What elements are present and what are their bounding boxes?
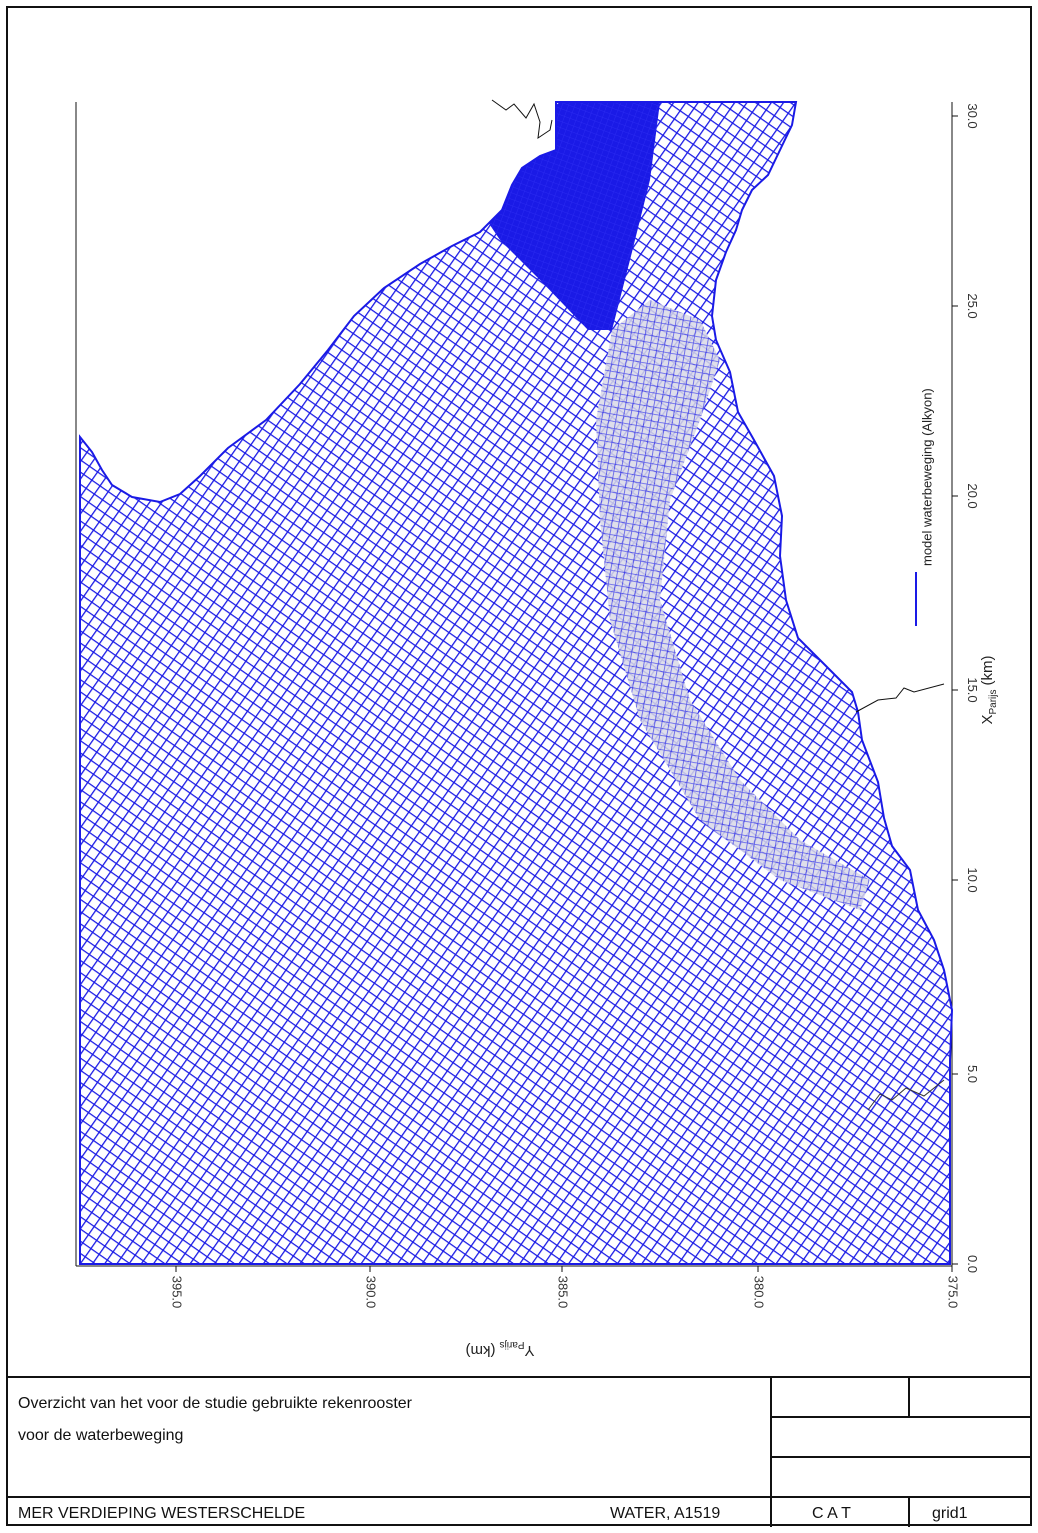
svg-text:30.0: 30.0 [965,103,980,128]
computational-grid [80,102,952,1264]
coastline-fragment-east [855,683,945,713]
y-tick-2: 385.0 [556,1266,571,1308]
svg-text:20.0: 20.0 [965,483,980,508]
x-tick-4: 20.0 [952,483,980,509]
svg-text:375.0: 375.0 [946,1276,961,1309]
legend: model waterbeweging (Alkyon) [915,388,935,626]
svg-text:390.0: 390.0 [364,1276,379,1309]
x-tick-2: 10.0 [952,867,980,893]
x-tick-5: 25.0 [952,293,980,319]
map-plot: 0.0 5.0 10.0 15.0 20.0 25.0 30.0 395.0 3… [75,99,999,1359]
y-tick-4: 375.0 [946,1266,961,1308]
svg-text:25.0: 25.0 [965,293,980,318]
svg-text:5.0: 5.0 [965,1065,980,1083]
coastline-fragment-south [867,1079,945,1111]
y-tick-1: 390.0 [364,1266,379,1308]
svg-text:395.0: 395.0 [170,1276,185,1309]
client-code: WATER, A1519 [610,1505,721,1522]
x-axis-ticks: 0.0 5.0 10.0 15.0 20.0 25.0 30.0 [952,103,980,1273]
x-tick-1: 5.0 [952,1065,980,1083]
description-line-2: voor de waterbeweging [18,1427,184,1444]
channel-refinement-zone [596,300,870,910]
y-axis-label: YParijs(km) [465,1339,534,1359]
svg-text:380.0: 380.0 [752,1276,767,1309]
y-tick-3: 380.0 [752,1266,767,1308]
x-tick-3: 15.0 [952,677,980,703]
description-line-1: Overzicht van het voor de studie gebruik… [18,1395,412,1412]
svg-text:0.0: 0.0 [965,1255,980,1273]
svg-text:15.0: 15.0 [965,677,980,702]
project-name: MER VERDIEPING WESTERSCHELDE [18,1505,306,1522]
y-axis-ticks: 395.0 390.0 385.0 380.0 375.0 [170,1266,961,1308]
x-axis-label: XParijs(km) [979,655,999,724]
y-tick-0: 395.0 [170,1266,185,1308]
svg-text:385.0: 385.0 [556,1276,571,1309]
x-tick-0: 0.0 [952,1255,980,1273]
legend-label: model waterbeweging (Alkyon) [920,388,935,566]
title-block: Overzicht van het voor de studie gebruik… [6,1376,1032,1527]
coastline-fragment-north [491,99,553,140]
figure-id: grid1 [932,1505,968,1522]
cat-code: C A T [812,1505,851,1522]
x-tick-6: 30.0 [952,103,980,129]
svg-text:10.0: 10.0 [965,867,980,892]
